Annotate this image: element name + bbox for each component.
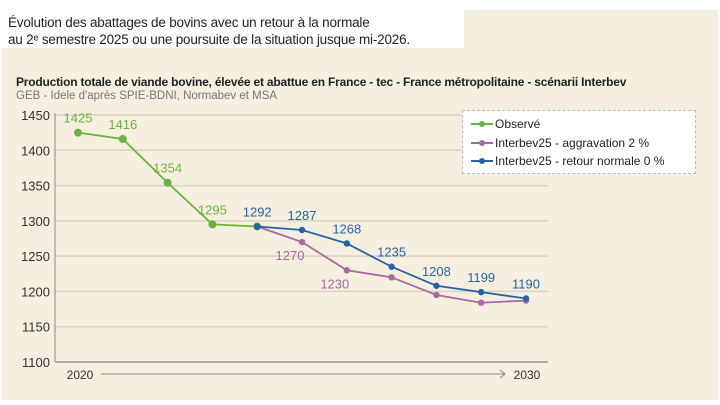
data-point (433, 282, 440, 289)
chart-source: GEB - Idele d'après SPIE-BDNI, Normabev … (16, 90, 278, 102)
data-label: 1295 (198, 202, 227, 217)
legend-label: Observé (495, 117, 541, 131)
x-label-start: 2020 (67, 368, 94, 382)
data-label: 1292 (243, 205, 272, 220)
data-label: 1230 (320, 276, 349, 291)
data-label: 1425 (64, 111, 93, 126)
data-point (254, 223, 261, 230)
x-arrow (101, 369, 506, 379)
chart-title: Production totale de viande bovine, élev… (16, 75, 627, 89)
data-point (388, 263, 395, 270)
data-label: 1270 (276, 248, 305, 263)
legend: Observé Interbev25 - aggravation 2 % Int… (462, 110, 696, 174)
data-point (522, 295, 530, 302)
data-label: 1199 (467, 270, 495, 285)
y-tick-label: 1300 (21, 214, 50, 229)
data-point (163, 178, 172, 187)
y-tick-label: 1350 (21, 179, 50, 194)
data-label: 1287 (288, 208, 317, 223)
y-tick-label: 1150 (22, 320, 50, 335)
data-label: 1208 (422, 264, 451, 279)
legend-label: Interbev25 - aggravation 2 % (495, 136, 650, 150)
data-point (298, 226, 306, 234)
legend-swatch (471, 120, 493, 127)
legend-item-observe: Observé (471, 117, 540, 131)
legend-swatch (471, 139, 493, 146)
legend-label: Interbev25 - retour normale 0 % (495, 154, 665, 168)
data-point (298, 238, 306, 246)
data-point (343, 267, 350, 274)
y-tick-label: 1250 (21, 249, 50, 264)
data-point (208, 220, 217, 229)
data-point (388, 274, 395, 281)
legend-swatch (471, 157, 493, 164)
data-point (478, 288, 485, 296)
header-box: Évolution des abattages de bovins avec u… (2, 10, 464, 48)
header-line-2: au 2ᵉ semestre 2025 ou une poursuite de … (8, 32, 410, 47)
data-point (433, 291, 440, 299)
y-tick-label: 1400 (21, 143, 50, 158)
header-line-1: Évolution des abattages de bovins avec u… (8, 15, 370, 30)
data-label: 1235 (377, 245, 406, 260)
data-label: 1190 (512, 276, 540, 291)
legend-item-retour: Interbev25 - retour normale 0 % (471, 154, 664, 168)
data-label: 1354 (153, 161, 182, 176)
y-tick-label: 1100 (22, 355, 50, 370)
y-tick-label: 1200 (21, 284, 50, 299)
data-label: 1268 (332, 221, 361, 236)
legend-item-aggravation: Interbev25 - aggravation 2 % (471, 136, 649, 150)
y-tick-label: 1450 (21, 108, 50, 123)
data-point (343, 240, 350, 247)
data-point (478, 299, 485, 306)
data-point (118, 134, 127, 143)
chart-panel: Évolution des abattages de bovins avec u… (2, 10, 718, 400)
data-point (74, 128, 82, 137)
x-label-end: 2030 (514, 368, 541, 382)
data-label: 1416 (108, 117, 137, 132)
